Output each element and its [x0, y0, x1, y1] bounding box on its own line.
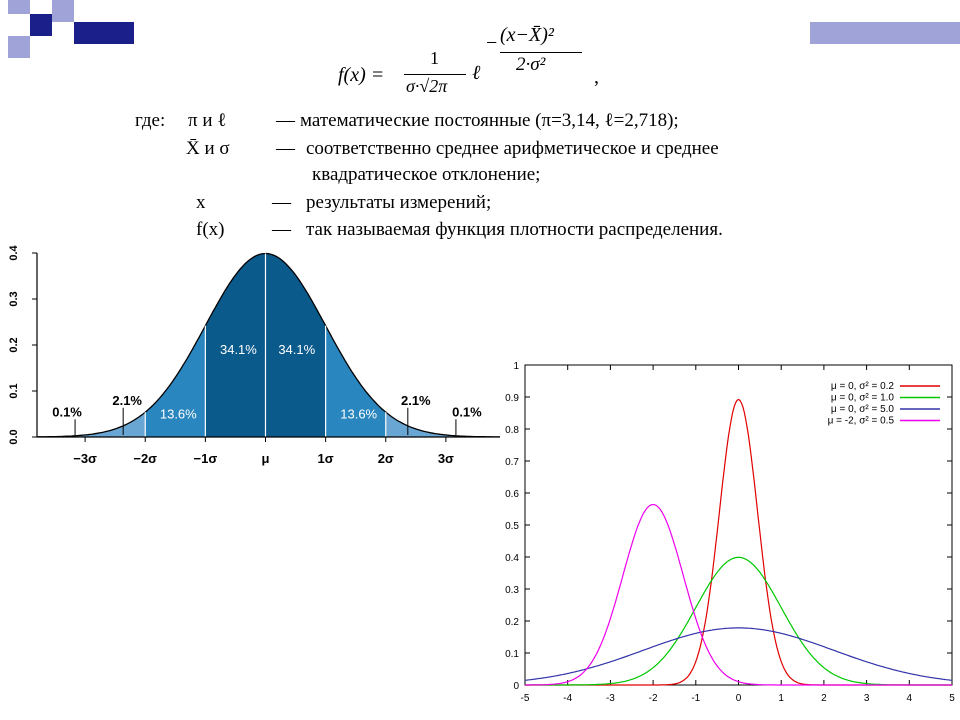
x-tick-label: -4	[563, 693, 572, 704]
def-dash: —	[276, 110, 295, 131]
deco-bar-navy	[74, 22, 134, 44]
def-text: соответственно среднее арифметическое и …	[306, 138, 719, 159]
x-tick-label: −1σ	[194, 451, 218, 466]
definitions-intro: где:	[135, 110, 166, 131]
standard-normal-chart: 0.0 0.1 0.2 0.3 0.4 −3σ −2σ −1σ μ 1σ 2σ 3σ 34.1% 34.…	[8, 244, 500, 466]
band-percent-label: 0.1%	[452, 404, 482, 419]
y-tick-label: 0.2	[8, 337, 20, 352]
formula-lhs: f(x) =	[338, 64, 385, 86]
band-area	[385, 412, 446, 437]
series-line	[524, 627, 953, 681]
band-percent-label: 13.6%	[160, 407, 197, 422]
def-symbol: f(x)	[196, 219, 225, 240]
deco-square-3	[52, 0, 74, 22]
formula-denominator: σ·√2π	[406, 76, 448, 96]
deco-square-5	[0, 14, 8, 36]
def-symbol: x	[196, 192, 206, 213]
formula: f(x) = 1 σ·√2π ℓ − (x−X̄)² 2·σ² ,	[336, 24, 616, 104]
deco-square-2	[30, 14, 52, 36]
legend-label: μ = 0, σ² = 0.2	[831, 381, 895, 392]
formula-exp-sign: −	[486, 32, 498, 54]
x-tick-label: -3	[606, 693, 615, 704]
x-tick-label: -5	[521, 693, 530, 704]
x-tick-label: -1	[691, 693, 700, 704]
y-tick-label: 0.5	[505, 521, 519, 532]
deco-square-1	[8, 0, 30, 14]
y-tick-label: 0.9	[505, 393, 519, 404]
band-percent-label: 13.6%	[340, 407, 377, 422]
band-percent-label: 34.1%	[220, 342, 257, 357]
x-tick-label: 3	[864, 693, 870, 704]
x-tick-label: 2	[821, 693, 827, 704]
x-tick-label: 4	[907, 693, 913, 704]
legend-label: μ = -2, σ² = 0.5	[828, 416, 895, 427]
x-tick-label: −3σ	[73, 451, 97, 466]
normal-densities-chart: 0 0.1 0.2 0.3 0.4 0.5 0.6 0.7 0.8 0.9 1 -5 -4 -3 -2 -1 0…	[505, 361, 955, 704]
def-text: так называемая функция плотности распред…	[306, 219, 723, 240]
deco-square-4	[8, 36, 30, 58]
deco-bar-white	[134, 22, 810, 44]
x-tick-label: 5	[949, 693, 955, 704]
y-tick-label: 0.6	[505, 489, 519, 500]
bell-curve	[36, 252, 500, 438]
def-symbol: π и ℓ	[188, 110, 227, 131]
band-percent-label: 2.1%	[401, 393, 431, 408]
formula-exp-numerator: (x−X̄)²	[500, 24, 554, 46]
legend-label: μ = 0, σ² = 5.0	[831, 404, 895, 415]
formula-base: ℓ	[472, 62, 481, 84]
x-tick-label: μ	[262, 451, 270, 466]
legend-label: μ = 0, σ² = 1.0	[831, 393, 895, 404]
y-tick-label: 0.4	[505, 553, 519, 564]
formula-exp-denominator: 2·σ²	[516, 54, 546, 75]
def-symbol: X̄ и σ	[186, 138, 230, 159]
x-tick-label: −2σ	[133, 451, 157, 466]
formula-exp-fraction-bar	[500, 52, 582, 53]
formula-numerator: 1	[430, 48, 439, 68]
y-tick-label: 0.3	[8, 291, 20, 306]
y-tick-label: 0.1	[8, 383, 20, 398]
y-tick-label: 0.4	[8, 244, 20, 260]
def-dash: —	[276, 138, 295, 159]
band-percent-label: 0.1%	[52, 404, 82, 419]
y-tick-label: 0.0	[8, 429, 20, 444]
band-area	[85, 412, 146, 437]
definitions: где: π и ℓ — математические постоянные (…	[0, 0, 960, 250]
series-line	[525, 398, 952, 686]
x-tick-label: -2	[649, 693, 658, 704]
band-percent-label: 2.1%	[112, 393, 142, 408]
x-tick-label: 0	[736, 693, 742, 704]
y-tick-label: 0.2	[505, 617, 519, 628]
y-tick-label: 1	[513, 361, 519, 372]
series-line	[525, 503, 952, 686]
x-tick-label: 1σ	[318, 451, 334, 466]
def-text: результаты измерений;	[306, 192, 492, 213]
y-tick-label: 0.3	[505, 585, 519, 596]
x-tick-label: 3σ	[438, 451, 454, 466]
x-tick-label: 1	[778, 693, 784, 704]
def-dash: —	[272, 192, 291, 213]
slide-decoration	[0, 0, 960, 60]
def-text: математические постоянные (π=3,14, ℓ=2,7…	[300, 110, 679, 131]
y-tick-label: 0.1	[505, 649, 519, 660]
formula-fraction-bar	[404, 74, 466, 75]
y-tick-label: 0.7	[505, 457, 519, 468]
band-percent-label: 34.1%	[278, 342, 315, 357]
x-tick-label: 2σ	[378, 451, 394, 466]
formula-trailing: ,	[594, 66, 599, 88]
def-text: квадратическое отклонение;	[312, 164, 541, 185]
def-dash: —	[272, 219, 291, 240]
y-tick-label: 0.8	[505, 425, 519, 436]
y-tick-label: 0	[513, 681, 519, 692]
